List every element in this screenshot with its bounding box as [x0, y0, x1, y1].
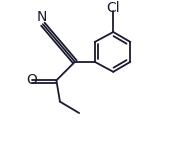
Text: O: O [26, 73, 37, 87]
Text: Cl: Cl [106, 1, 120, 15]
Text: N: N [36, 10, 47, 24]
